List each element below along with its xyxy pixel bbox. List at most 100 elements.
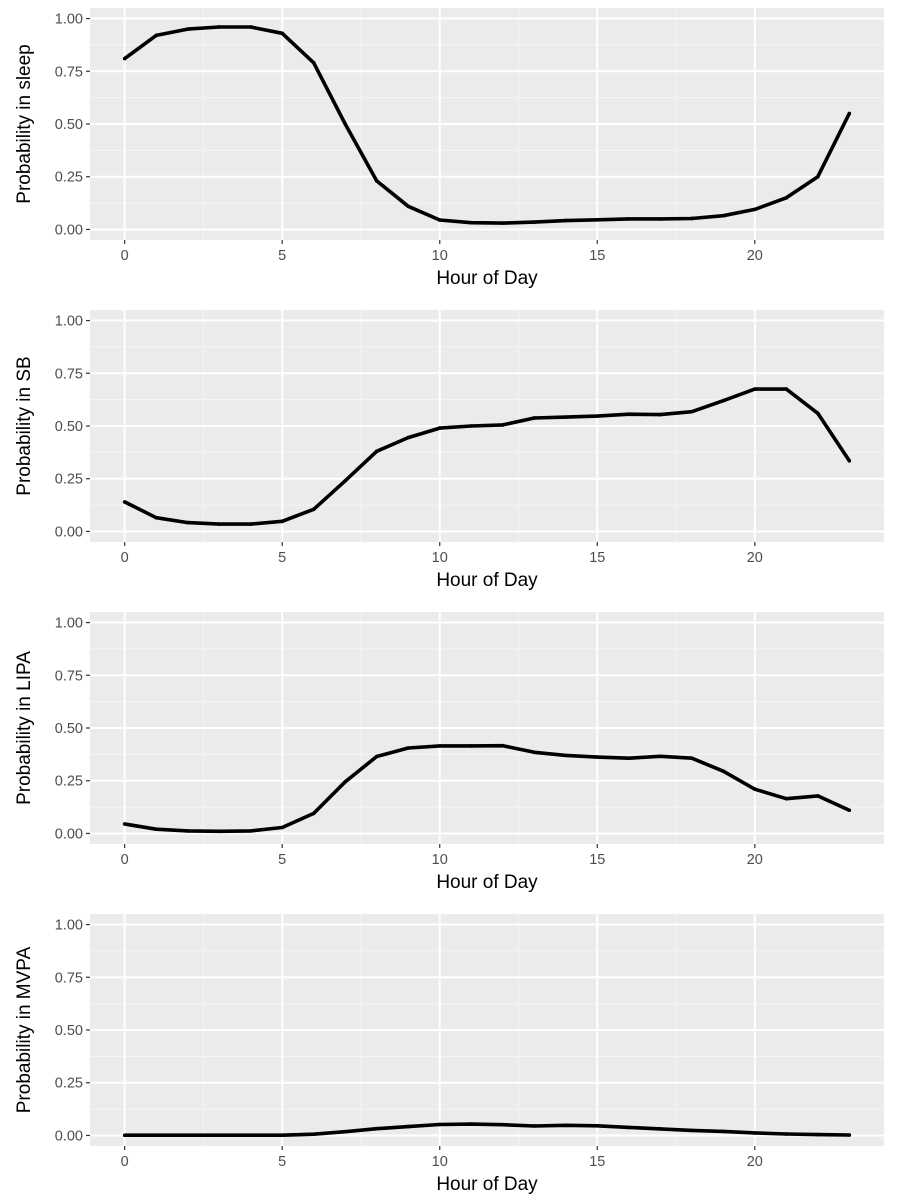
x-tick-label: 0 [121, 1154, 129, 1170]
data-point [154, 827, 158, 832]
data-point [847, 1133, 852, 1137]
data-point [658, 754, 663, 759]
y-tick-label: 0.00 [55, 222, 83, 238]
data-point [122, 822, 127, 826]
data-point [185, 829, 190, 833]
data-point [500, 1122, 505, 1127]
data-point [721, 1129, 726, 1134]
y-axis-title: Probability in MVPA [14, 946, 35, 1113]
data-point [280, 1133, 284, 1138]
x-axis-title: Hour of Day [436, 1174, 538, 1195]
data-point [658, 412, 663, 417]
y-tick-label: 0.50 [55, 117, 83, 133]
data-point [217, 25, 221, 29]
data-point [847, 459, 852, 463]
data-point [406, 204, 411, 209]
y-tick-label: 1.00 [55, 12, 83, 28]
y-axis-title: Probability in LIPA [14, 651, 35, 805]
x-tick-label: 15 [589, 550, 605, 566]
data-point [280, 519, 284, 524]
data-point [248, 522, 253, 526]
data-point [784, 196, 789, 200]
data-point [721, 213, 726, 218]
data-point [311, 1132, 316, 1136]
x-tick-label: 20 [747, 550, 763, 566]
data-point [154, 1133, 158, 1138]
data-point [437, 744, 442, 748]
data-point [185, 27, 190, 31]
data-point [280, 31, 284, 36]
data-point [406, 746, 411, 750]
y-tick-label: 0.00 [55, 524, 83, 540]
data-point [690, 756, 694, 760]
data-point [374, 754, 379, 759]
x-tick-label: 15 [589, 1154, 605, 1170]
x-tick-label: 0 [121, 852, 129, 868]
data-point [595, 414, 600, 418]
data-point [248, 1133, 253, 1138]
data-point [626, 1125, 631, 1130]
y-tick-label: 0.50 [55, 419, 83, 435]
data-point [626, 756, 631, 760]
x-tick-label: 15 [589, 248, 605, 264]
y-tick-label: 0.75 [55, 970, 83, 986]
data-point [784, 1132, 789, 1136]
x-tick-label: 10 [432, 550, 448, 566]
data-point [753, 387, 757, 391]
data-point [311, 61, 316, 65]
x-tick-label: 5 [278, 1154, 286, 1170]
data-point [217, 522, 221, 526]
data-point [690, 409, 694, 414]
x-tick-label: 10 [432, 852, 448, 868]
data-point [816, 174, 820, 179]
x-axis-title: Hour of Day [436, 570, 538, 591]
y-tick-label: 0.50 [55, 721, 83, 737]
chart-panel-2: 0.00 0.25 0.50 0.75 1.00 0 5 10 15 20 Hour of Day P… [14, 310, 884, 591]
data-point [532, 750, 537, 755]
chart-panel-1: 0.00 0.25 0.50 0.75 1.00 0 5 10 15 20 Hour of Day P… [14, 8, 884, 289]
data-point [626, 412, 631, 416]
data-point [248, 829, 253, 833]
data-point [563, 753, 568, 758]
data-point [185, 1133, 190, 1138]
y-tick-label: 1.00 [55, 918, 83, 934]
data-point [122, 1133, 127, 1138]
data-point [784, 387, 789, 391]
x-tick-label: 10 [432, 248, 448, 264]
data-point [437, 1122, 442, 1127]
y-tick-label: 0.25 [55, 774, 83, 790]
data-point [469, 1122, 474, 1126]
data-point [343, 1129, 348, 1134]
data-point [500, 743, 505, 748]
data-point [374, 449, 379, 454]
data-point [563, 415, 568, 419]
y-tick-label: 0.00 [55, 1128, 83, 1144]
x-tick-label: 20 [747, 248, 763, 264]
x-tick-label: 5 [278, 248, 286, 264]
data-point [437, 218, 442, 222]
y-tick-label: 0.75 [55, 64, 83, 80]
data-point [816, 411, 820, 416]
y-tick-label: 0.25 [55, 472, 83, 488]
y-axis-title: Probability in SB [14, 356, 35, 495]
data-point [217, 1133, 221, 1138]
data-point [816, 794, 820, 798]
data-point [753, 787, 757, 791]
data-point [563, 218, 568, 223]
y-tick-label: 0.75 [55, 366, 83, 382]
data-point [784, 796, 789, 801]
y-tick-label: 0.00 [55, 826, 83, 842]
series-line [123, 25, 851, 225]
data-point [469, 220, 474, 225]
data-point [343, 479, 348, 483]
y-tick-label: 0.25 [55, 1076, 83, 1092]
data-point [374, 1126, 379, 1131]
chart-panel-4: 0.00 0.25 0.50 0.75 1.00 0 5 10 15 20 Hour of Day P… [14, 914, 884, 1195]
data-point [595, 217, 600, 222]
x-axis-title: Hour of Day [436, 268, 538, 289]
data-point [847, 111, 852, 116]
y-tick-label: 0.75 [55, 668, 83, 684]
data-point [500, 221, 505, 225]
y-axis-title: Probability in sleep [14, 44, 35, 203]
